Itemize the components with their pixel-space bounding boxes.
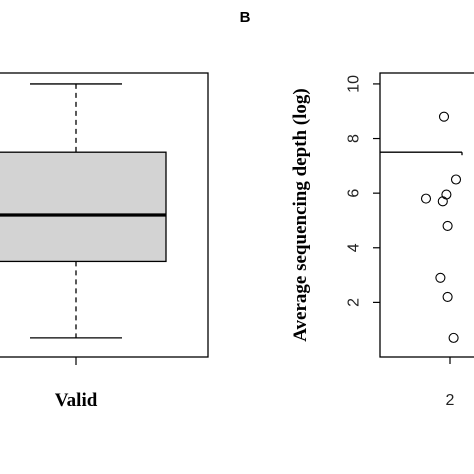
data-point bbox=[442, 291, 453, 302]
scatter-points bbox=[380, 111, 463, 343]
data-point bbox=[420, 193, 432, 204]
scatter-y-axis: 2 4 6 8 10 bbox=[346, 75, 380, 307]
y-tick-label: 6 bbox=[346, 189, 363, 198]
box-plot-x-axis: Valid bbox=[55, 357, 98, 411]
data-point bbox=[435, 272, 446, 283]
y-tick-label: 4 bbox=[346, 243, 363, 252]
x-tick-label: Valid bbox=[55, 390, 98, 411]
y-axis-label: Average sequencing depth (log) bbox=[290, 88, 311, 342]
y-tick-label: 8 bbox=[346, 134, 363, 143]
box-plot-panel: Valid bbox=[0, 72, 209, 411]
panel-label: B bbox=[240, 9, 251, 26]
scatter-x-axis: 2 bbox=[446, 357, 455, 409]
scatter-panel: B Average sequencing depth (log) 246810 … bbox=[240, 9, 474, 409]
x-tick-label: 2 bbox=[446, 392, 455, 409]
box-plot-marks bbox=[0, 83, 167, 339]
data-point bbox=[437, 196, 448, 207]
y-tick-label: 2 bbox=[346, 298, 363, 307]
data-point bbox=[442, 220, 453, 231]
box-plot-frame bbox=[0, 72, 209, 358]
data-point bbox=[441, 189, 452, 200]
scatter-plot-frame bbox=[379, 72, 474, 358]
y-tick-label: 10 bbox=[346, 75, 363, 93]
data-point bbox=[450, 174, 462, 185]
interquartile-box bbox=[0, 151, 167, 263]
data-point bbox=[448, 332, 459, 343]
data-point bbox=[438, 111, 450, 122]
